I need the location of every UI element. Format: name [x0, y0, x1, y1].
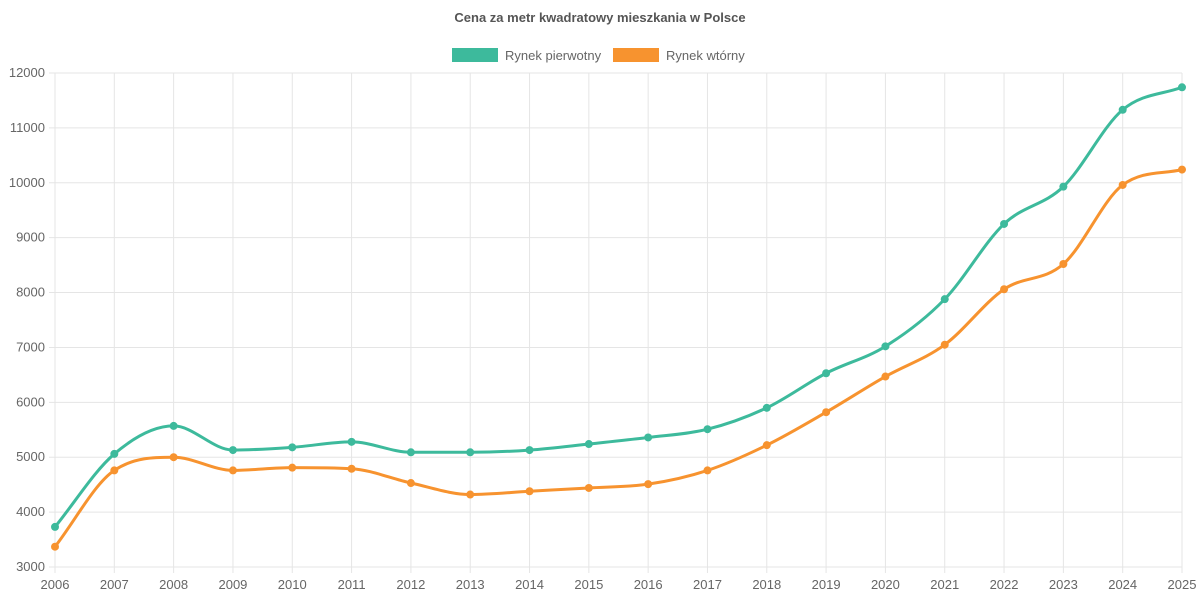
data-point[interactable]	[347, 464, 356, 473]
y-tick-label: 10000	[9, 175, 45, 190]
y-tick-label: 7000	[16, 339, 45, 354]
y-tick-label: 8000	[16, 285, 45, 300]
axes: 3000 4000 5000 6000 7000 8000 9000 10000 11000 12…	[9, 65, 1197, 592]
chart-title: Cena za metr kwadratowy mieszkania w Pol…	[454, 10, 745, 25]
legend-item[interactable]: Rynek wtórny	[613, 48, 745, 63]
x-tick-label: 2023	[1049, 577, 1078, 592]
data-point[interactable]	[228, 466, 237, 475]
data-point[interactable]	[110, 449, 119, 458]
data-point[interactable]	[525, 487, 534, 496]
legend-swatch	[452, 48, 498, 62]
data-point[interactable]	[406, 479, 415, 488]
x-tick-label: 2012	[396, 577, 425, 592]
x-tick-label: 2022	[990, 577, 1019, 592]
data-point[interactable]	[1118, 105, 1127, 114]
data-point[interactable]	[584, 440, 593, 449]
data-point[interactable]	[822, 408, 831, 417]
data-point[interactable]	[881, 372, 890, 381]
data-point[interactable]	[703, 425, 712, 434]
legend-swatch	[613, 48, 659, 62]
data-point[interactable]	[51, 522, 59, 531]
x-tick-label: 2016	[634, 577, 663, 592]
x-tick-label: 2015	[574, 577, 603, 592]
data-point[interactable]	[466, 490, 475, 499]
series-line	[53, 168, 1183, 548]
x-tick-label: 2006	[41, 577, 70, 592]
data-point[interactable]	[169, 421, 178, 430]
y-tick-label: 6000	[16, 394, 45, 409]
data-point[interactable]	[940, 295, 949, 304]
data-point[interactable]	[1059, 260, 1068, 269]
x-tick-label: 2009	[218, 577, 247, 592]
legend-label: Rynek wtórny	[666, 48, 745, 63]
x-tick-label: 2007	[100, 577, 129, 592]
data-point[interactable]	[347, 437, 356, 446]
data-point[interactable]	[762, 403, 771, 412]
y-tick-label: 4000	[16, 504, 45, 519]
x-tick-label: 2008	[159, 577, 188, 592]
series-0	[51, 83, 1186, 531]
data-point[interactable]	[584, 483, 593, 492]
x-tick-label: 2021	[930, 577, 959, 592]
y-tick-label: 11000	[10, 120, 45, 135]
data-point[interactable]	[1000, 219, 1009, 228]
data-point[interactable]	[1059, 182, 1068, 191]
x-tick-label: 2014	[515, 577, 544, 592]
legend[interactable]: Rynek pierwotny Rynek wtórny	[452, 48, 745, 63]
data-point[interactable]	[644, 480, 653, 489]
legend-item[interactable]: Rynek pierwotny	[452, 48, 602, 63]
grid	[49, 72, 1183, 573]
y-tick-label: 3000	[16, 559, 45, 574]
data-point[interactable]	[288, 443, 297, 452]
x-tick-label: 2025	[1168, 577, 1197, 592]
data-point[interactable]	[228, 446, 237, 455]
data-point[interactable]	[703, 466, 712, 475]
data-point[interactable]	[525, 446, 534, 455]
series-line	[53, 85, 1183, 528]
data-point[interactable]	[406, 448, 415, 457]
data-point[interactable]	[822, 369, 831, 378]
y-tick-label: 9000	[16, 230, 45, 245]
data-point[interactable]	[288, 463, 297, 472]
y-tick-label: 12000	[9, 65, 45, 80]
x-tick-label: 2018	[752, 577, 781, 592]
data-point[interactable]	[940, 340, 949, 349]
x-tick-label: 2020	[871, 577, 900, 592]
x-tick-label: 2011	[338, 577, 366, 592]
x-tick-label: 2024	[1108, 577, 1137, 592]
data-point[interactable]	[110, 466, 119, 475]
x-tick-label: 2010	[278, 577, 307, 592]
series-layer	[51, 83, 1186, 551]
data-point[interactable]	[1000, 285, 1009, 294]
data-point[interactable]	[169, 453, 178, 462]
data-point[interactable]	[1178, 83, 1186, 92]
data-point[interactable]	[1118, 180, 1127, 189]
data-point[interactable]	[881, 342, 890, 351]
data-point[interactable]	[644, 433, 653, 442]
y-tick-label: 5000	[16, 449, 45, 464]
x-tick-label: 2013	[456, 577, 485, 592]
x-tick-label: 2017	[693, 577, 722, 592]
series-1	[51, 165, 1186, 551]
data-point[interactable]	[1178, 165, 1186, 174]
legend-label: Rynek pierwotny	[505, 48, 602, 63]
x-tick-label: 2019	[812, 577, 841, 592]
data-point[interactable]	[762, 441, 771, 450]
data-point[interactable]	[466, 448, 475, 457]
data-point[interactable]	[51, 542, 59, 551]
